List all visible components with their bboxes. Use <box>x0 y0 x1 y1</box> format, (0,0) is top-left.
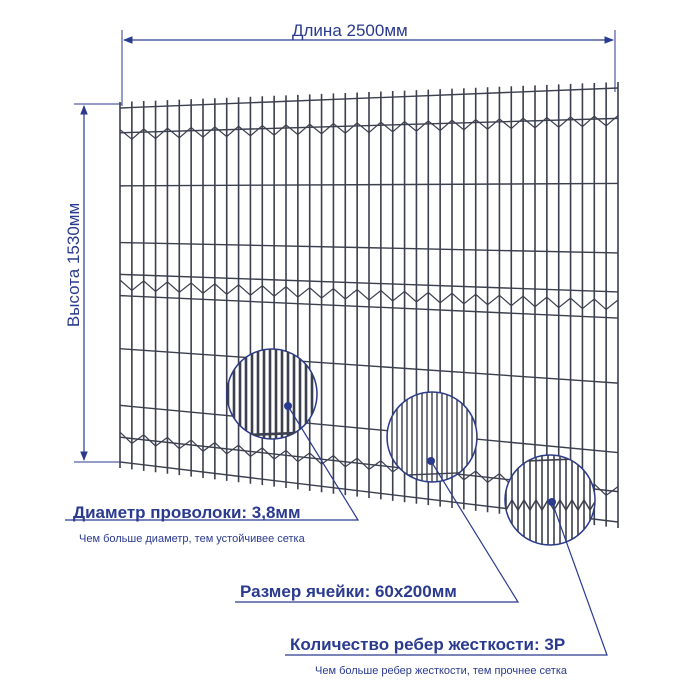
wire-diameter-title: Диаметр проволоки: 3,8мм <box>73 503 301 522</box>
horizontal-wire <box>119 294 619 319</box>
horizontal-wire <box>119 182 619 187</box>
wire-diameter-note: Чем больше диаметр, тем устойчивее сетка <box>79 533 305 545</box>
stiffening-rib <box>119 115 619 141</box>
leader-mesh-size <box>235 460 520 603</box>
length-label: Длина 2500мм <box>292 21 408 40</box>
mesh-size-magnifier <box>386 391 478 483</box>
length-dimension <box>121 30 616 106</box>
leader-stiffening-ribs <box>285 501 608 656</box>
mesh-size-title: Размер ячейки: 60x200мм <box>240 582 457 601</box>
leader-wire-diameter <box>65 405 360 521</box>
horizontal-wire <box>119 273 619 293</box>
wire-diameter-magnifier <box>226 348 318 440</box>
height-dimension <box>74 103 122 463</box>
horizontal-wire <box>119 348 619 384</box>
horizontal-wire <box>119 87 619 109</box>
stiffening-ribs-magnifier <box>504 454 596 546</box>
fence-panel <box>119 82 619 528</box>
horizontal-wire <box>119 117 619 134</box>
horizontal-wire <box>119 241 619 254</box>
stiffening-ribs-note: Чем больше ребер жесткости, тем прочнее … <box>315 665 567 677</box>
stiffening-rib <box>119 279 619 311</box>
stiffening-ribs-title: Количество ребер жесткости: 3Р <box>290 635 566 654</box>
leader-lines <box>65 405 608 656</box>
magnified-stiffening-rib <box>505 498 595 512</box>
horizontal-wire <box>119 404 619 454</box>
height-label: Высота 1530мм <box>64 202 83 328</box>
